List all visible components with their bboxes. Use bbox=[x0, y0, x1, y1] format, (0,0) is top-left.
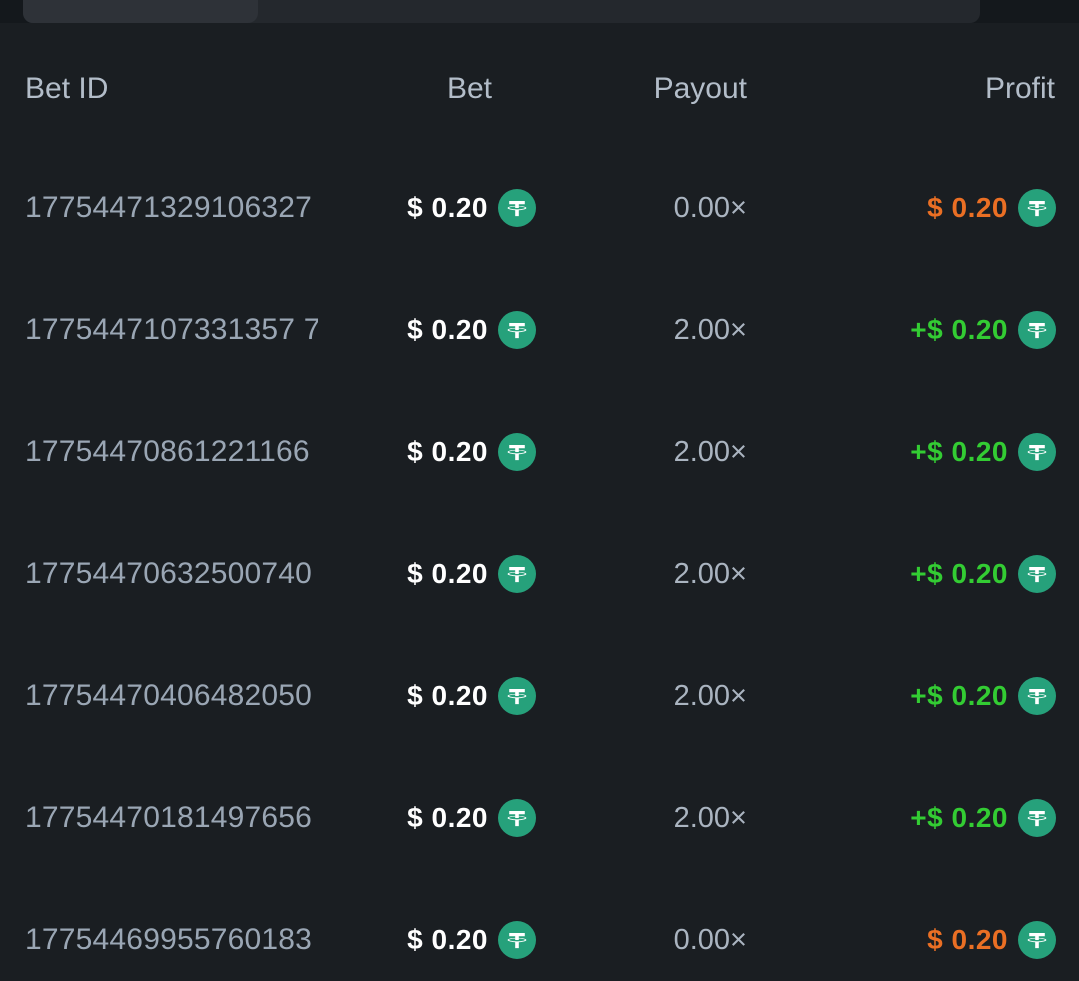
payout-value: 2.00× bbox=[673, 435, 747, 468]
table-row[interactable]: 17754470181497656 $ 0.20 2.00× +$ 0.20 bbox=[0, 757, 1079, 879]
cell-profit: +$ 0.20 bbox=[0, 269, 1056, 391]
profit-amount-value: $ 0.20 bbox=[927, 924, 1008, 955]
cell-bet: $ 0.20 bbox=[0, 635, 536, 757]
cell-payout: 0.00× bbox=[0, 879, 747, 981]
cell-bet-id[interactable]: 17754470632500740 bbox=[25, 513, 318, 635]
tether-icon bbox=[1018, 555, 1056, 593]
tether-icon bbox=[1018, 189, 1056, 227]
cell-bet-id[interactable]: 17754470861221166 bbox=[25, 391, 318, 513]
bet-amount-value: $ 0.20 bbox=[407, 680, 488, 711]
bet-amount-value: $ 0.20 bbox=[407, 558, 488, 589]
payout-value: 2.00× bbox=[673, 313, 747, 346]
payout-value: 0.00× bbox=[673, 923, 747, 956]
table-row[interactable]: 17754471329106327 $ 0.20 0.00× $ 0.20 bbox=[0, 147, 1079, 269]
bet-amount-value: $ 0.20 bbox=[407, 192, 488, 223]
tether-icon bbox=[1018, 799, 1056, 837]
table-row[interactable]: 17754470861221166 $ 0.20 2.00× +$ 0.20 bbox=[0, 391, 1079, 513]
profit-amount-value: +$ 0.20 bbox=[910, 802, 1008, 833]
cell-bet: $ 0.20 bbox=[0, 513, 536, 635]
table-row[interactable]: 17754469955760183 $ 0.20 0.00× $ 0.20 bbox=[0, 879, 1079, 981]
profit-amount-value: +$ 0.20 bbox=[910, 436, 1008, 467]
bet-id-value: 1775447107331357 7 bbox=[25, 313, 318, 346]
cell-payout: 0.00× bbox=[0, 147, 747, 269]
cell-bet: $ 0.20 bbox=[0, 757, 536, 879]
cell-bet-id[interactable]: 17754470406482050 bbox=[25, 635, 318, 757]
tether-icon bbox=[498, 677, 536, 715]
cell-profit: $ 0.20 bbox=[0, 147, 1056, 269]
tether-icon bbox=[498, 189, 536, 227]
cell-bet: $ 0.20 bbox=[0, 269, 536, 391]
column-header-bet[interactable]: Bet bbox=[446, 72, 492, 105]
cell-bet: $ 0.20 bbox=[0, 391, 536, 513]
profit-amount-value: +$ 0.20 bbox=[910, 314, 1008, 345]
cell-profit: $ 0.20 bbox=[0, 879, 1056, 981]
tether-icon bbox=[498, 921, 536, 959]
table-row[interactable]: 17754470406482050 $ 0.20 2.00× +$ 0.20 bbox=[0, 635, 1079, 757]
table-row[interactable]: 1775447107331357 7 $ 0.20 2.00× +$ 0.20 bbox=[0, 269, 1079, 391]
tether-icon bbox=[498, 311, 536, 349]
cell-payout: 2.00× bbox=[0, 635, 747, 757]
cell-profit: +$ 0.20 bbox=[0, 757, 1056, 879]
cell-bet-id[interactable]: 17754470181497656 bbox=[25, 757, 318, 879]
cell-payout: 2.00× bbox=[0, 513, 747, 635]
cell-bet: $ 0.20 bbox=[0, 147, 536, 269]
column-header-profit[interactable]: Profit bbox=[984, 72, 1055, 105]
tether-icon bbox=[498, 433, 536, 471]
cell-bet-id[interactable]: 17754469955760183 bbox=[25, 879, 318, 981]
column-header-payout[interactable]: Payout bbox=[653, 72, 747, 105]
payout-value: 2.00× bbox=[673, 801, 747, 834]
bet-amount-value: $ 0.20 bbox=[407, 924, 488, 955]
bet-amount-value: $ 0.20 bbox=[407, 802, 488, 833]
bet-id-value: 17754470861221166 bbox=[25, 435, 310, 468]
tether-icon bbox=[1018, 433, 1056, 471]
tether-icon bbox=[1018, 311, 1056, 349]
tab-active[interactable] bbox=[23, 0, 258, 23]
cell-bet-id[interactable]: 1775447107331357 7 bbox=[25, 269, 318, 391]
cell-bet-id[interactable]: 17754471329106327 bbox=[25, 147, 318, 269]
cell-profit: +$ 0.20 bbox=[0, 635, 1056, 757]
bet-history-table: Bet ID Bet Payout Profit 177544713291063… bbox=[0, 23, 1079, 981]
tab-bar bbox=[23, 0, 980, 23]
tether-icon bbox=[1018, 921, 1056, 959]
table-row[interactable]: 17754470632500740 $ 0.20 2.00× +$ 0.20 bbox=[0, 513, 1079, 635]
payout-value: 2.00× bbox=[673, 557, 747, 590]
tether-icon bbox=[1018, 677, 1056, 715]
tether-icon bbox=[498, 799, 536, 837]
profit-amount-value: $ 0.20 bbox=[927, 192, 1008, 223]
cell-payout: 2.00× bbox=[0, 757, 747, 879]
cell-profit: +$ 0.20 bbox=[0, 513, 1056, 635]
column-header-bet-id[interactable]: Bet ID bbox=[25, 72, 109, 105]
cell-bet: $ 0.20 bbox=[0, 879, 536, 981]
bet-id-value: 17754469955760183 bbox=[25, 923, 313, 956]
table-header-row: Bet ID Bet Payout Profit bbox=[0, 23, 1079, 147]
profit-amount-value: +$ 0.20 bbox=[910, 558, 1008, 589]
payout-value: 2.00× bbox=[673, 679, 747, 712]
cell-payout: 2.00× bbox=[0, 269, 747, 391]
bet-id-value: 17754470181497656 bbox=[25, 801, 313, 834]
bet-amount-value: $ 0.20 bbox=[407, 314, 488, 345]
bet-id-value: 17754471329106327 bbox=[25, 191, 313, 224]
cell-profit: +$ 0.20 bbox=[0, 391, 1056, 513]
profit-amount-value: +$ 0.20 bbox=[910, 680, 1008, 711]
table-body: 17754471329106327 $ 0.20 0.00× $ 0.20 17… bbox=[0, 147, 1079, 981]
payout-value: 0.00× bbox=[673, 191, 747, 224]
bet-id-value: 17754470632500740 bbox=[25, 557, 313, 590]
bet-amount-value: $ 0.20 bbox=[407, 436, 488, 467]
bet-id-value: 17754470406482050 bbox=[25, 679, 313, 712]
tether-icon bbox=[498, 555, 536, 593]
cell-payout: 2.00× bbox=[0, 391, 747, 513]
